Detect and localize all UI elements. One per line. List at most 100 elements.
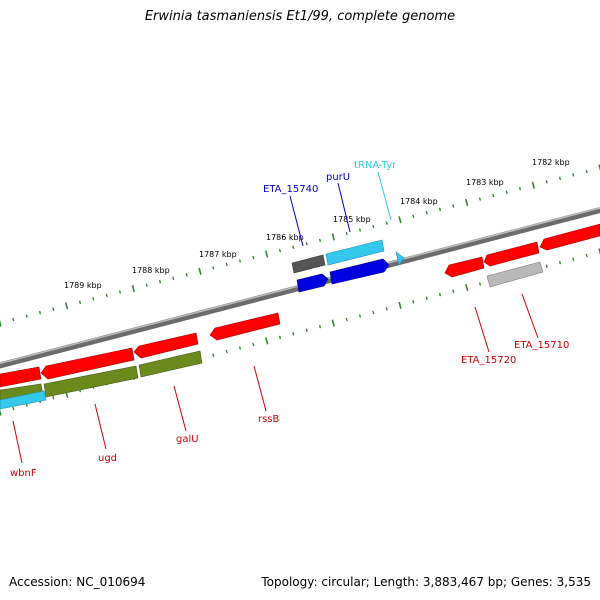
outer-scale-tick <box>331 233 335 241</box>
outer-scale-tick <box>52 307 55 311</box>
inner-scale-tick <box>358 314 362 318</box>
outer-scale-tick <box>398 216 402 224</box>
inner-scale-tick <box>318 324 322 329</box>
inner-scale-tick <box>252 342 255 347</box>
outer-scale-tick <box>545 180 548 184</box>
callout-trna-tyr <box>377 171 392 221</box>
cds-arrow-f6[interactable] <box>40 347 135 380</box>
label-galu: galU <box>176 434 199 445</box>
outer-scale-tick <box>558 176 562 181</box>
outer-scale-tick <box>438 207 442 212</box>
inner-scale-tick <box>52 396 55 400</box>
misc-arrow-f9[interactable] <box>291 254 326 274</box>
trna-marker-f10b[interactable] <box>395 251 405 266</box>
outer-scale-tick <box>572 173 575 177</box>
scale-label-1784: 1784 kbp <box>400 197 438 206</box>
outer-scale-tick <box>65 302 69 310</box>
cds-arrow-f5[interactable] <box>133 332 199 359</box>
outer-scale-tick <box>585 169 588 174</box>
outer-scale-tick <box>345 231 348 236</box>
map-title: Erwinia tasmaniensis Et1/99, complete ge… <box>144 9 456 24</box>
cds-arrow-f4[interactable] <box>209 312 281 341</box>
outer-scale-tick <box>252 255 255 260</box>
callout-galu <box>173 385 187 432</box>
inner-scale-tick <box>465 283 469 292</box>
scale-label-1786: 1786 kbp <box>266 233 304 242</box>
outer-scale-tick <box>172 276 175 280</box>
callout-eta-15710 <box>521 293 539 339</box>
inner-scale-tick <box>385 307 388 311</box>
label-rssb: rssB <box>258 414 280 425</box>
inner-scale-tick <box>0 408 2 416</box>
trna-arrow-f10[interactable] <box>325 239 385 266</box>
inner-scale-tick <box>425 296 428 300</box>
outer-scale-tick <box>478 197 482 201</box>
outer-scale-tick <box>292 245 295 249</box>
outer-scale-tick <box>412 214 415 218</box>
outer-scale-tick <box>38 310 42 315</box>
outer-scale-tick <box>305 242 308 246</box>
outer-scale-tick <box>78 300 82 305</box>
inner-scale-tick <box>265 337 269 345</box>
trna-arrow-f17[interactable] <box>0 390 47 410</box>
outer-scale-tick <box>318 238 322 243</box>
cds-arrow-f3[interactable] <box>444 256 485 278</box>
callout-eta-15740 <box>289 195 304 247</box>
accession-text: Accession: NC_010694 <box>9 575 146 589</box>
cds-arrow-f14[interactable] <box>138 350 203 378</box>
cds-arrow-f2[interactable] <box>483 241 540 267</box>
cds-arrow-f7[interactable] <box>0 366 42 388</box>
feature-callouts <box>12 171 539 464</box>
inner-scale-tick <box>478 282 482 286</box>
label-puru: purU <box>326 172 350 183</box>
callout-wbnf <box>12 420 23 464</box>
scale-label-1787: 1787 kbp <box>199 250 237 259</box>
inner-scale-tick <box>238 346 242 350</box>
label-eta-15710: ETA_15710 <box>514 340 569 351</box>
outer-scale-tick <box>225 262 228 267</box>
outer-scale-tick <box>452 204 455 208</box>
misc-arrow-f13[interactable] <box>486 261 544 288</box>
outer-scale-tick <box>358 228 362 232</box>
outer-scale-tick <box>185 273 188 277</box>
gene-arrow-f11[interactable] <box>296 273 329 293</box>
label-wbnf: wbnF <box>10 468 37 479</box>
callout-puru <box>337 182 351 233</box>
callout-ugd <box>94 403 107 450</box>
inner-scale-tick <box>452 289 455 293</box>
inner-scale-tick <box>212 353 215 357</box>
outer-scale-tick <box>238 259 242 263</box>
inner-scale-tick <box>558 260 562 265</box>
outer-scale-tick <box>531 181 535 189</box>
outer-scale-tick <box>372 224 375 229</box>
label-eta-15720: ETA_15720 <box>461 355 516 366</box>
inner-scale-tick <box>12 406 15 411</box>
outer-scale-tick <box>265 250 269 258</box>
label-trna-tyr: tRNA-Tyr <box>354 160 397 171</box>
outer-scale-tick <box>158 279 162 284</box>
scale-label-1785: 1785 kbp <box>333 215 371 224</box>
inner-scale-tick <box>292 332 295 336</box>
label-ugd: ugd <box>98 453 117 464</box>
inner-scale-tick <box>545 264 548 268</box>
outer-scale-tick <box>385 221 388 225</box>
genome-summary-text: Topology: circular; Length: 3,883,467 bp… <box>261 575 591 589</box>
outer-scale-tick <box>92 297 95 301</box>
cds-arrow-f1[interactable] <box>539 223 600 251</box>
inner-scale-tick <box>412 300 415 304</box>
outer-scale-tick <box>465 198 469 206</box>
outer-scale-tick <box>505 190 508 194</box>
cds-arrow-f15[interactable] <box>43 365 139 398</box>
inner-scale-tick <box>278 335 282 340</box>
outer-scale-tick <box>198 267 202 275</box>
inner-scale-tick <box>598 248 600 256</box>
inner-scale-tick <box>585 253 588 258</box>
gene-arrow-f12[interactable] <box>329 258 390 285</box>
inner-scale-tick <box>372 310 375 315</box>
scale-label-1789: 1789 kbp <box>64 281 102 290</box>
outer-scale-tick <box>518 186 522 191</box>
scale-label-1782: 1782 kbp <box>532 158 570 167</box>
scale-label-1788: 1788 kbp <box>132 266 170 275</box>
